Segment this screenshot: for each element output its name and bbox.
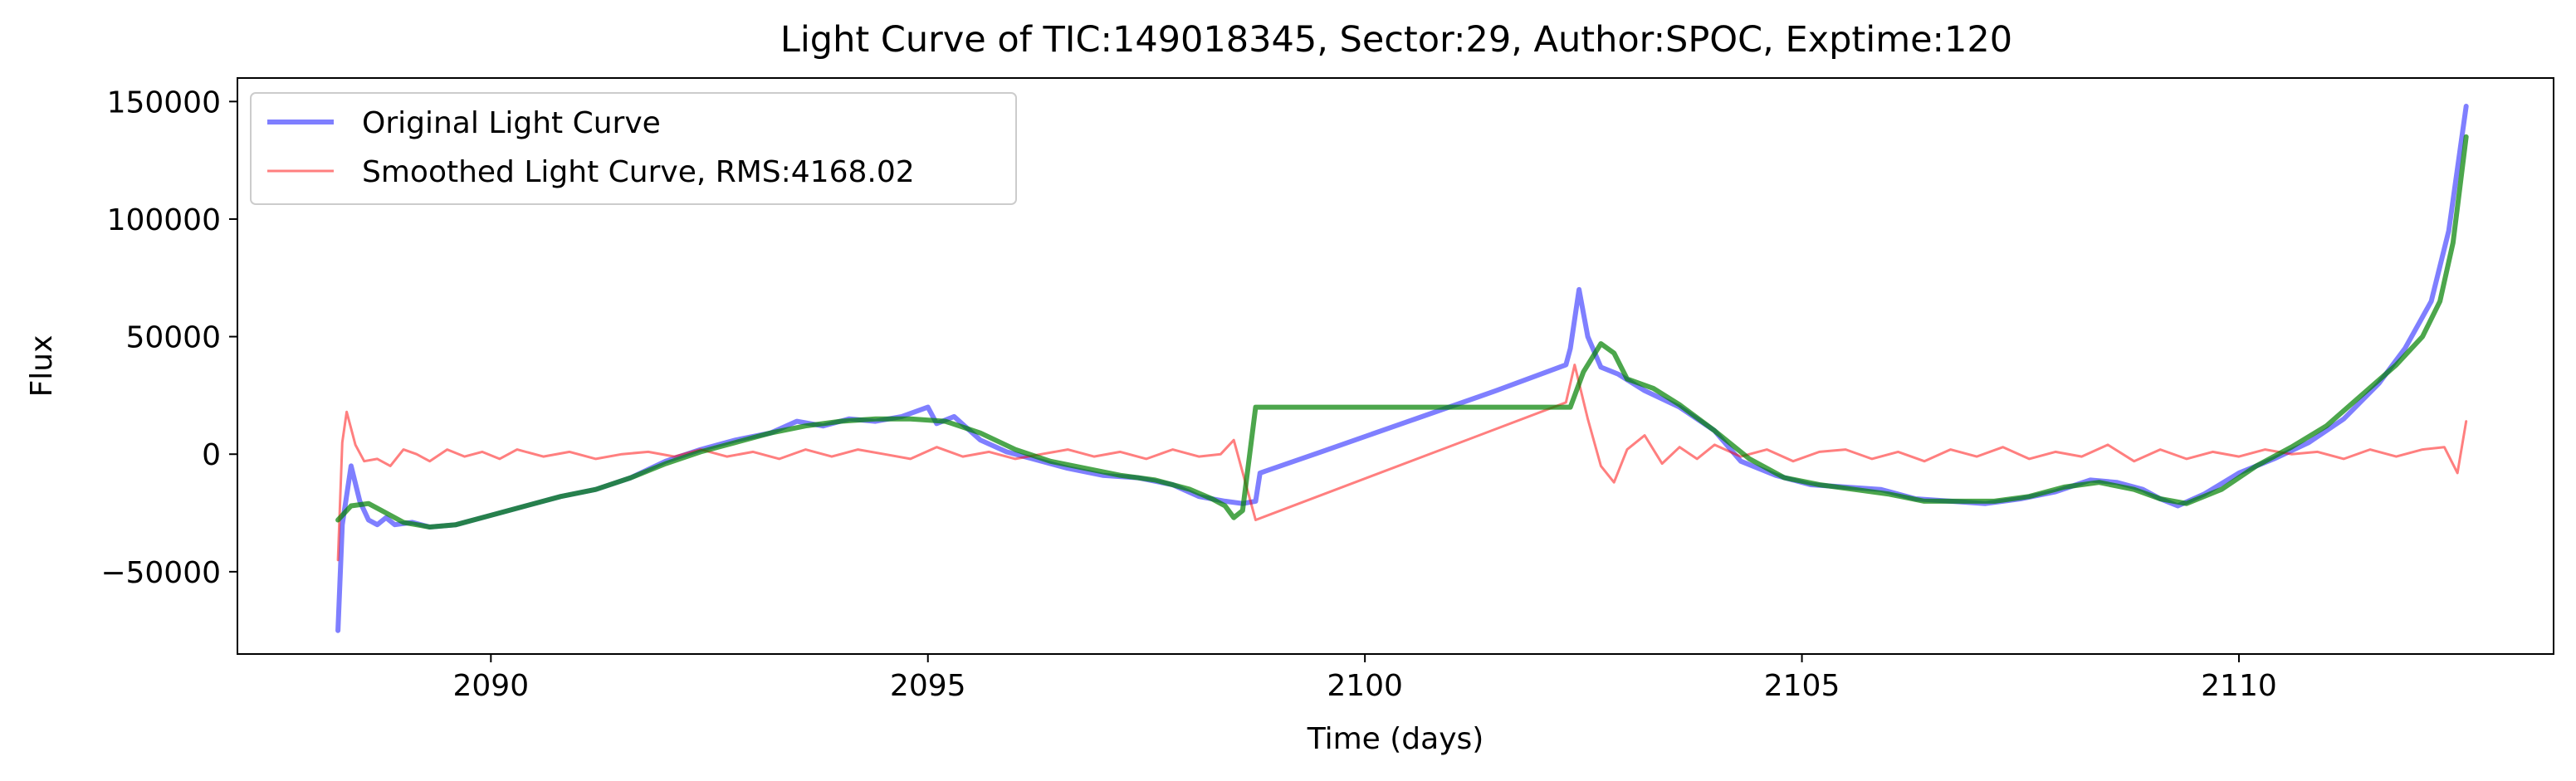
x-axis: 2090 2095 2100 2105 2110	[453, 654, 2277, 703]
x-tick-label: 2100	[1327, 669, 1403, 703]
legend-label-smoothed: Smoothed Light Curve, RMS:4168.02	[362, 155, 915, 189]
y-tick-label: −50000	[100, 556, 221, 590]
x-tick-label: 2090	[453, 669, 530, 703]
y-tick-label: 100000	[107, 203, 221, 237]
y-axis-title: Flux	[25, 335, 59, 398]
x-tick-label: 2095	[890, 669, 966, 703]
y-tick-label: 0	[202, 438, 221, 472]
chart-title: Light Curve of TIC:149018345, Sector:29,…	[780, 19, 2012, 61]
x-axis-title: Time (days)	[1307, 722, 1484, 756]
x-tick-label: 2105	[1764, 669, 1840, 703]
y-axis: −50000 0 50000 100000 150000	[100, 85, 237, 590]
plot-frame	[237, 77, 2554, 655]
series-smoothed-line	[336, 364, 2468, 562]
y-tick-label: 150000	[107, 85, 221, 120]
legend-label-original: Original Light Curve	[362, 106, 661, 140]
series-fit-line	[335, 134, 2469, 530]
series-layer	[335, 104, 2469, 633]
x-tick-label: 2110	[2201, 669, 2277, 703]
legend-box	[250, 92, 1017, 205]
y-tick-label: 50000	[125, 321, 221, 355]
legend: Original Light Curve Smoothed Light Curv…	[250, 92, 1017, 205]
